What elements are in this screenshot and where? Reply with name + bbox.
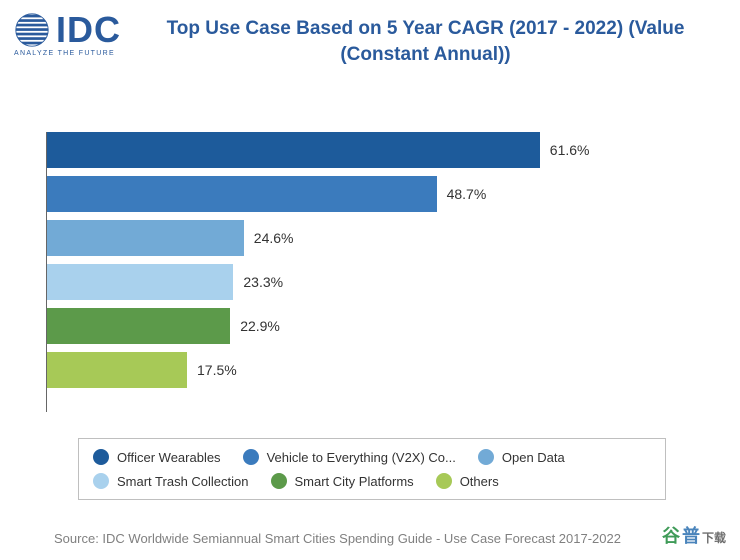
legend-swatch-icon [93,473,109,489]
watermark-part-b: 普 [682,522,700,548]
bar [47,220,244,256]
bar [47,132,540,168]
bar-value-label: 48.7% [447,186,487,202]
logo-text: IDC [56,12,121,48]
bar-value-label: 23.3% [243,274,283,290]
bar-row: 22.9% [47,308,280,344]
legend-label: Smart Trash Collection [117,474,249,489]
header: IDC ANALYZE THE FUTURE Top Use Case Base… [0,0,740,67]
legend-swatch-icon [478,449,494,465]
legend-label: Vehicle to Everything (V2X) Co... [267,450,456,465]
bar-value-label: 24.6% [254,230,294,246]
watermark: 谷 普 下载 [662,522,726,548]
legend-swatch-icon [436,473,452,489]
logo-tagline: ANALYZE THE FUTURE [14,50,115,57]
legend-label: Smart City Platforms [295,474,414,489]
bar-row: 17.5% [47,352,237,388]
chart-area: 61.6% 48.7% 24.6% 23.3% 22.9% 17.5% [46,132,686,412]
legend-item: Smart Trash Collection [93,473,249,489]
legend-label: Open Data [502,450,565,465]
globe-icon [14,12,50,48]
legend-swatch-icon [271,473,287,489]
legend-label: Officer Wearables [117,450,221,465]
bar-value-label: 22.9% [240,318,280,334]
watermark-part-c: 下载 [702,529,726,546]
bar-row: 23.3% [47,264,283,300]
bar-row: 48.7% [47,176,486,212]
logo-row: IDC [14,12,121,48]
legend-item: Officer Wearables [93,449,221,465]
legend-swatch-icon [93,449,109,465]
idc-logo: IDC ANALYZE THE FUTURE [14,12,121,57]
bar [47,264,233,300]
bar-row: 61.6% [47,132,590,168]
bar [47,176,437,212]
chart-title: Top Use Case Based on 5 Year CAGR (2017 … [131,12,720,67]
bar-value-label: 17.5% [197,362,237,378]
bar-row: 24.6% [47,220,294,256]
watermark-part-a: 谷 [662,522,680,548]
legend-swatch-icon [243,449,259,465]
bar [47,308,230,344]
legend-item: Smart City Platforms [271,473,414,489]
legend-box: Officer Wearables Vehicle to Everything (… [78,438,666,500]
legend-item: Open Data [478,449,565,465]
legend-item: Others [436,473,499,489]
legend-label: Others [460,474,499,489]
legend-item: Vehicle to Everything (V2X) Co... [243,449,456,465]
bar-value-label: 61.6% [550,142,590,158]
source-text: Source: IDC Worldwide Semiannual Smart C… [54,531,621,546]
bar [47,352,187,388]
